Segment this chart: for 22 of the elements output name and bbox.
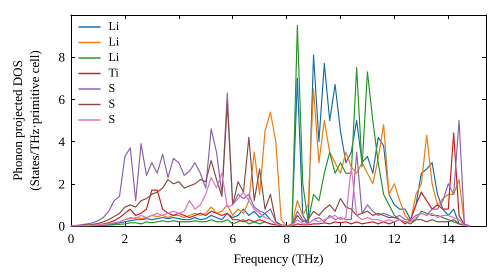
y-axis-title: Phonon projected DOS (States/THz·primitive cell) [10, 50, 42, 191]
legend-label: Li [108, 19, 120, 33]
line-series [70, 166, 470, 227]
x-tick-label: 8 [283, 231, 290, 246]
legend-label: S [108, 96, 116, 110]
x-tick-label: 2 [122, 231, 128, 246]
y-tick-label: 4 [58, 134, 66, 150]
x-tick-label: 14 [442, 231, 456, 246]
y-tick-label: 8 [58, 50, 65, 65]
x-tick-label: 6 [229, 231, 236, 246]
x-tick-label: 10 [334, 231, 347, 246]
legend-label: S [108, 112, 116, 126]
x-tick-label: 12 [388, 231, 401, 246]
x-axis-title: Frequency (THz) [234, 250, 324, 266]
y-tick-label: 0 [58, 218, 65, 234]
legend-label: Ti [108, 66, 120, 80]
y-tick-label: 6 [58, 92, 66, 107]
legend-label: Li [108, 50, 120, 64]
y-tick-label: 2 [58, 176, 65, 192]
legend-label: Li [108, 34, 120, 48]
x-tick-label: 4 [176, 231, 183, 246]
legend-label: S [108, 81, 116, 95]
